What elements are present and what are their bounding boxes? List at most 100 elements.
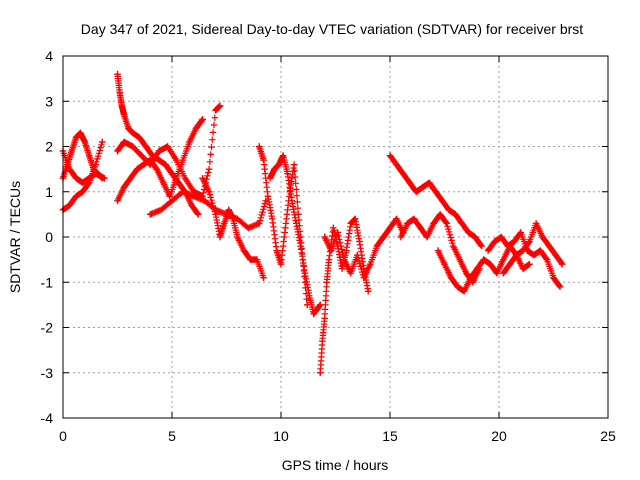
data-point (147, 161, 154, 168)
data-point (539, 233, 546, 241)
plus-marker-path (484, 229, 564, 290)
series-track-e (114, 116, 206, 204)
data-point (434, 247, 442, 254)
data-point (271, 165, 278, 173)
data-point (301, 270, 309, 277)
data-point (365, 288, 372, 295)
data-point (487, 260, 494, 268)
data-point (269, 215, 276, 223)
data-point (205, 165, 213, 173)
data-point (160, 179, 167, 186)
x-tick-label: 20 (491, 428, 507, 444)
data-point (212, 107, 219, 114)
data-point (199, 174, 206, 182)
data-point (256, 220, 263, 227)
data-point (436, 211, 444, 218)
data-point (186, 138, 193, 146)
data-point (234, 233, 241, 241)
data-point (127, 174, 134, 182)
plus-marker-path (434, 242, 533, 295)
data-point (519, 247, 527, 254)
y-axis-label: SDTVAR / TECUs (7, 181, 23, 293)
data-point (293, 220, 300, 227)
data-point (460, 288, 468, 295)
data-point (447, 274, 455, 281)
data-point (120, 138, 128, 146)
data-point (229, 215, 237, 223)
series-track-l (321, 215, 407, 281)
data-point (114, 147, 121, 155)
data-point (497, 233, 505, 241)
series-track-q (500, 220, 566, 277)
data-point (72, 193, 80, 200)
data-point (205, 188, 213, 195)
data-point (297, 242, 304, 250)
chart-title: Day 347 of 2021, Sidereal Day-to-day VTE… (81, 21, 583, 37)
data-point (245, 224, 252, 232)
data-point (430, 220, 437, 227)
data-point (85, 174, 93, 182)
data-point (142, 143, 150, 150)
data-point (393, 161, 400, 168)
data-point (181, 174, 189, 182)
data-point (454, 283, 461, 290)
series-track-m (386, 152, 485, 250)
data-point (465, 229, 472, 236)
data-point (404, 220, 411, 227)
x-tick-label: 5 (168, 428, 176, 444)
data-point (386, 224, 394, 232)
data-point (506, 260, 514, 268)
data-point (484, 247, 492, 254)
data-point (552, 251, 559, 259)
data-point (526, 260, 533, 268)
data-point (212, 211, 219, 218)
data-point (173, 156, 180, 164)
data-point (500, 270, 507, 277)
data-point (338, 265, 346, 272)
data-point (511, 238, 518, 245)
data-point (310, 310, 317, 318)
series-track-d (114, 70, 202, 218)
x-tick-label: 10 (273, 428, 289, 444)
data-point (317, 369, 324, 376)
x-tick-labels: 0 5 10 15 20 25 (59, 428, 616, 444)
data-point (412, 188, 420, 195)
data-point (406, 179, 413, 186)
data-point (79, 188, 86, 195)
data-point (101, 174, 108, 182)
data-point (327, 247, 335, 254)
data-point (417, 224, 424, 232)
data-point (114, 197, 121, 204)
data-point (164, 143, 171, 150)
data-point (334, 229, 341, 236)
data-point (120, 111, 128, 119)
data-point (419, 184, 426, 191)
plus-marker-path (256, 143, 311, 309)
data-point (513, 251, 520, 259)
data-point (79, 179, 86, 186)
data-point (386, 152, 394, 159)
data-point (66, 165, 73, 173)
series-track-h (199, 174, 267, 281)
data-point (545, 242, 553, 250)
data-point (356, 238, 363, 245)
grid-lines (63, 56, 608, 418)
data-point (330, 224, 337, 232)
y-tick-label: -2 (41, 320, 54, 336)
data-points (59, 70, 566, 376)
data-point (343, 247, 350, 254)
data-point (264, 193, 272, 200)
data-point (221, 220, 228, 227)
data-point (373, 242, 381, 250)
data-point (491, 238, 498, 245)
data-point (194, 211, 202, 218)
data-point (532, 220, 540, 227)
data-point (85, 152, 93, 159)
data-point (136, 134, 143, 141)
data-point (530, 251, 538, 259)
data-point (133, 165, 141, 173)
data-point (445, 206, 453, 214)
data-point (556, 283, 564, 290)
data-point (288, 197, 296, 204)
data-point (354, 251, 361, 259)
